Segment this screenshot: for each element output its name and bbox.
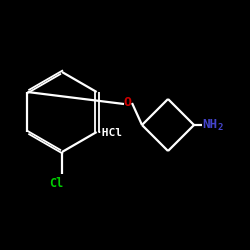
Text: O: O xyxy=(123,96,131,108)
Text: ·HCl: ·HCl xyxy=(95,128,122,138)
Text: NH: NH xyxy=(202,118,217,132)
Text: Cl: Cl xyxy=(49,177,63,190)
Text: 2: 2 xyxy=(218,122,224,132)
